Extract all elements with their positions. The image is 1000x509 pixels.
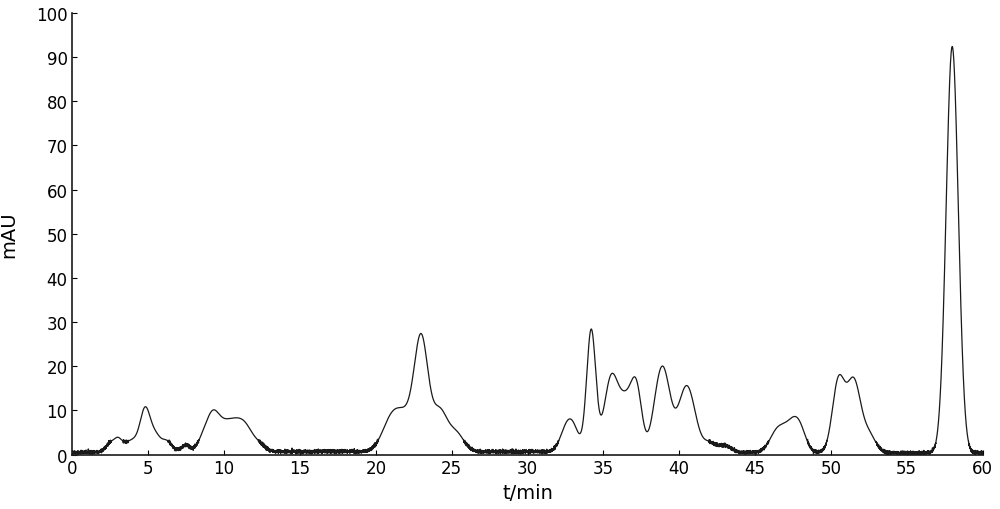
X-axis label: t/min: t/min bbox=[502, 483, 553, 502]
Y-axis label: mAU: mAU bbox=[0, 211, 18, 258]
